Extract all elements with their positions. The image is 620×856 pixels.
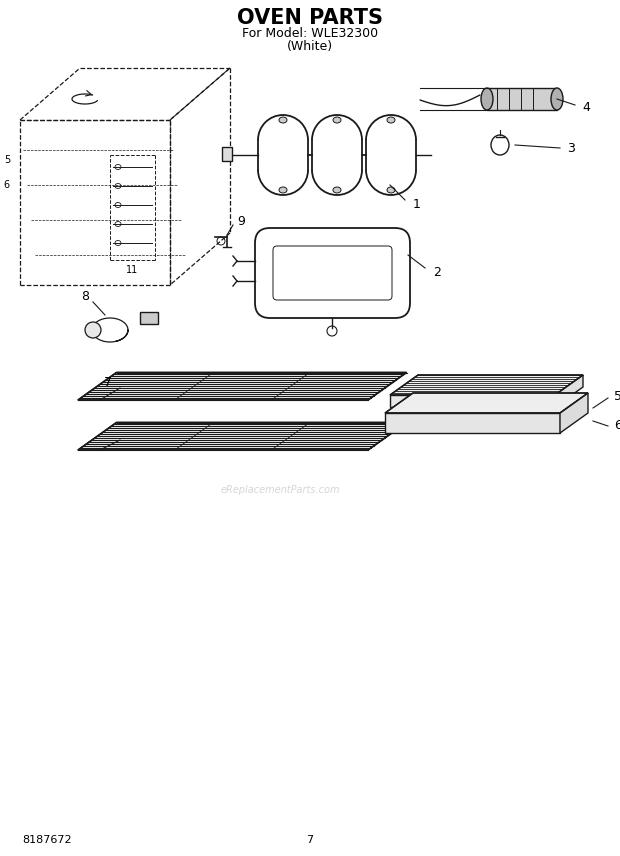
Text: 5: 5 bbox=[4, 155, 10, 165]
Text: 7: 7 bbox=[306, 835, 314, 845]
Polygon shape bbox=[560, 393, 588, 433]
Ellipse shape bbox=[279, 187, 287, 193]
Text: 8187672: 8187672 bbox=[22, 835, 72, 845]
Text: 4: 4 bbox=[582, 100, 590, 114]
Ellipse shape bbox=[333, 117, 341, 123]
Polygon shape bbox=[385, 393, 588, 413]
Text: 5: 5 bbox=[614, 389, 620, 402]
Ellipse shape bbox=[481, 88, 493, 110]
Text: (White): (White) bbox=[287, 39, 333, 52]
Text: 7: 7 bbox=[104, 376, 112, 389]
Text: 11: 11 bbox=[126, 265, 138, 275]
Bar bbox=[140, 312, 158, 324]
Ellipse shape bbox=[85, 322, 101, 338]
Text: 2: 2 bbox=[433, 265, 441, 278]
Text: For Model: WLE32300: For Model: WLE32300 bbox=[242, 27, 378, 39]
Ellipse shape bbox=[387, 117, 395, 123]
Text: 3: 3 bbox=[567, 141, 575, 154]
Text: 8: 8 bbox=[81, 289, 89, 302]
Text: 6: 6 bbox=[4, 180, 10, 190]
Polygon shape bbox=[385, 413, 560, 433]
Ellipse shape bbox=[333, 187, 341, 193]
Polygon shape bbox=[78, 372, 407, 400]
Text: OVEN PARTS: OVEN PARTS bbox=[237, 8, 383, 28]
Polygon shape bbox=[555, 375, 583, 407]
Text: eReplacementParts.com: eReplacementParts.com bbox=[220, 485, 340, 495]
Ellipse shape bbox=[551, 88, 563, 110]
Ellipse shape bbox=[279, 117, 287, 123]
Polygon shape bbox=[487, 88, 557, 110]
Text: 1: 1 bbox=[413, 198, 421, 211]
Polygon shape bbox=[78, 423, 407, 450]
Ellipse shape bbox=[387, 187, 395, 193]
Text: 6: 6 bbox=[614, 419, 620, 431]
Text: 9: 9 bbox=[237, 215, 245, 228]
Bar bbox=[222, 147, 232, 161]
Polygon shape bbox=[390, 395, 555, 407]
Polygon shape bbox=[390, 375, 583, 395]
